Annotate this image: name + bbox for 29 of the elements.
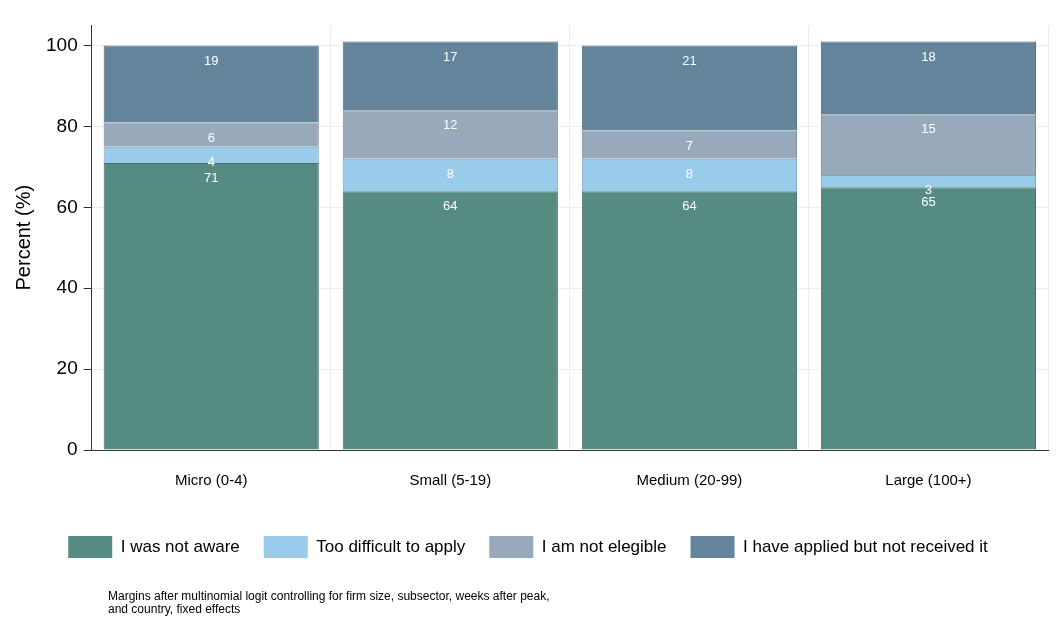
y-tick-label: 60 xyxy=(56,195,78,217)
data-label: 8 xyxy=(685,165,693,181)
data-label: 21 xyxy=(682,52,697,68)
data-label: 18 xyxy=(921,48,936,64)
y-axis-title: Percent (%) xyxy=(11,184,34,291)
legend-label: Too difficult to apply xyxy=(316,536,466,556)
y-tick-label: 100 xyxy=(46,33,78,55)
x-tick-label: Large (100+) xyxy=(885,471,972,489)
x-tick-label: Small (5-19) xyxy=(409,471,492,489)
data-label: 17 xyxy=(443,48,458,64)
data-label: 12 xyxy=(443,117,458,133)
data-label: 15 xyxy=(921,121,936,137)
text: Margins after multinomial logit controlling for firm size, subsector, weeks after peak, and country, fixed effects xyxy=(108,589,551,616)
y-tick-label: 0 xyxy=(67,438,78,460)
legend-label: I was not aware xyxy=(120,536,240,556)
legend-label: I have applied but not received it xyxy=(743,536,989,556)
y-tick-label: 40 xyxy=(56,276,78,298)
x-tick-label: Micro (0-4) xyxy=(174,471,248,489)
data-label: 7 xyxy=(685,137,693,153)
data-label: 71 xyxy=(204,169,219,185)
data-label: 8 xyxy=(446,165,454,181)
data-label: 64 xyxy=(443,198,458,214)
data-label: 64 xyxy=(682,198,697,214)
x-tick-label: Medium (20-99) xyxy=(636,471,743,489)
data-label: 19 xyxy=(204,52,219,68)
legend-label: I am not elegible xyxy=(541,536,667,556)
y-tick-label: 20 xyxy=(56,357,78,379)
y-tick-label: 80 xyxy=(56,114,78,136)
data-label: 6 xyxy=(207,129,215,145)
